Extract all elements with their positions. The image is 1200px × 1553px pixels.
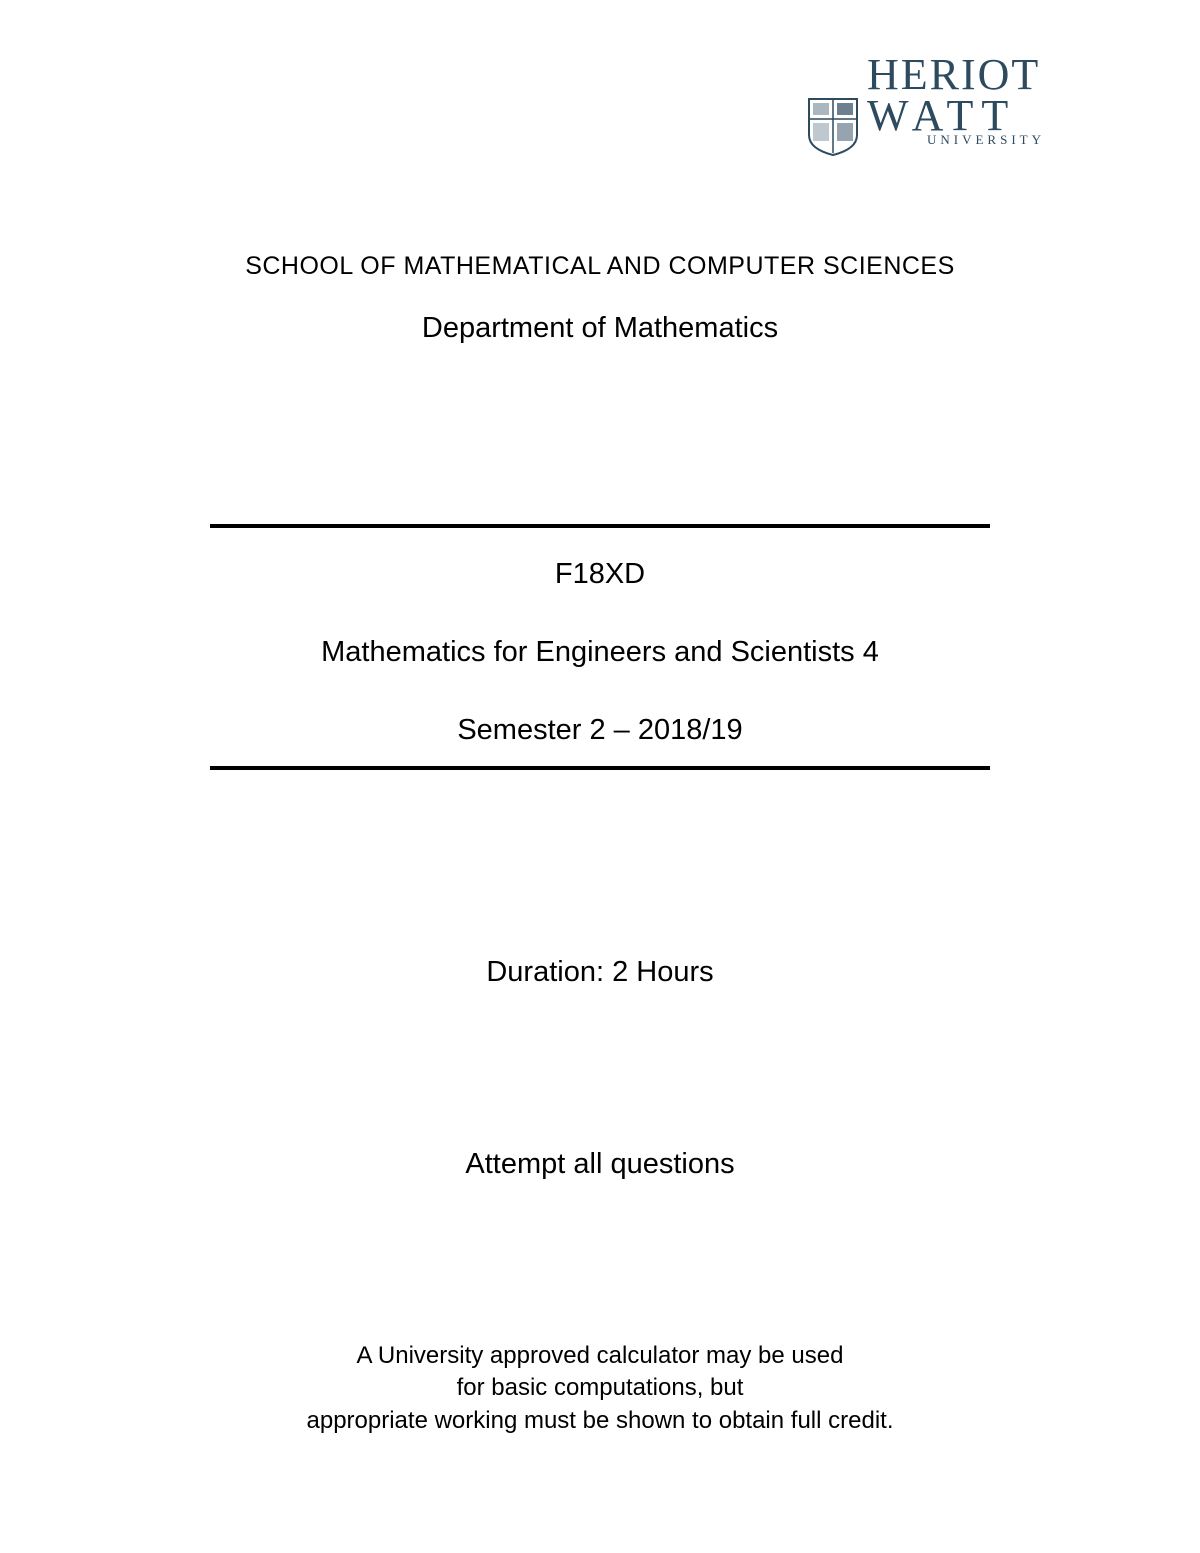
horizontal-rule-top: [210, 524, 990, 528]
calculator-line-3: appropriate working must be shown to obt…: [307, 1407, 894, 1434]
semester-line: Semester 2 – 2018/19: [0, 714, 1200, 747]
course-title: Mathematics for Engineers and Scientists…: [0, 636, 1200, 669]
logo-watt-text: WATT: [867, 95, 1045, 137]
logo-heriot-text: HERIOT: [867, 55, 1045, 95]
shield-icon: [807, 97, 859, 157]
duration-line: Duration: 2 Hours: [0, 956, 1200, 989]
horizontal-rule-bottom: [210, 766, 990, 770]
department-heading: Department of Mathematics: [0, 312, 1200, 345]
calculator-note: A University approved calculator may be …: [0, 1340, 1200, 1437]
school-heading: SCHOOL OF MATHEMATICAL AND COMPUTER SCIE…: [0, 252, 1200, 281]
attempt-instruction: Attempt all questions: [0, 1148, 1200, 1181]
logo-university-text: UNIVERSITY: [927, 132, 1045, 148]
logo-text: HERIOT WATT UNIVERSITY: [867, 55, 1045, 148]
university-logo: HERIOT WATT UNIVERSITY: [807, 55, 1045, 157]
calculator-line-1: A University approved calculator may be …: [357, 1342, 844, 1369]
calculator-line-2: for basic computations, but: [457, 1374, 744, 1401]
course-code: F18XD: [0, 558, 1200, 591]
